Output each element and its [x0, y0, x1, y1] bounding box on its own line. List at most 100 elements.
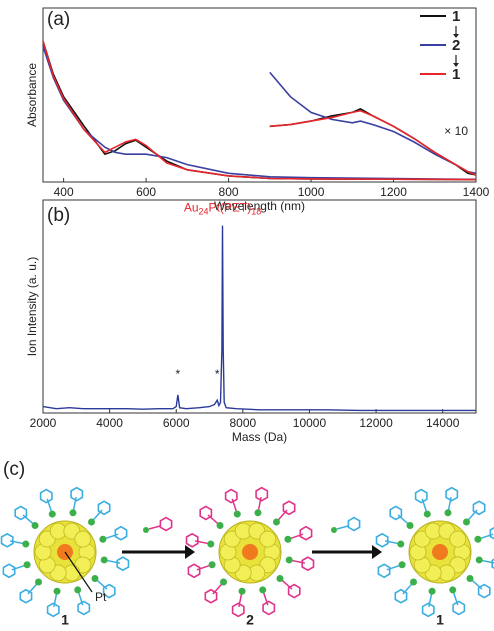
ligand-ring — [0, 532, 14, 548]
thiol-bond — [336, 525, 349, 530]
ligand-ring — [452, 600, 466, 616]
sulfur-atom — [220, 578, 228, 586]
ligand-ring — [116, 556, 130, 572]
sulfur-atom — [208, 561, 216, 569]
sulfur-atom — [406, 522, 414, 530]
cluster-label: 1 — [61, 612, 69, 628]
x-tick-label: 14000 — [426, 416, 460, 430]
sulfur-atom — [207, 540, 215, 548]
x-tick-label: 10000 — [293, 416, 327, 430]
ligand-ring — [491, 558, 494, 569]
panel-label: (a) — [47, 9, 70, 30]
pt-label: Pt — [95, 590, 107, 604]
reaction-arrowhead — [185, 545, 195, 559]
panel-label: (c) — [3, 459, 25, 480]
sulfur-atom — [276, 574, 284, 582]
y-axis-label: Absorbance — [25, 63, 39, 127]
sulfur-atom — [23, 561, 31, 569]
ligand-ring — [102, 583, 116, 599]
sulfur-atom — [423, 510, 431, 518]
sulfur-atom — [428, 587, 436, 595]
ligand-ring — [282, 500, 296, 516]
data-line — [42, 40, 477, 181]
sulfur-atom — [74, 586, 82, 594]
x-tick-label: 8000 — [229, 416, 256, 430]
sulfur-atom — [238, 587, 246, 595]
ligand-ring — [262, 600, 276, 616]
sulfur-atom — [410, 578, 418, 586]
sulfur-atom — [100, 556, 108, 564]
reaction-arrowhead — [372, 545, 382, 559]
ligand-ring — [394, 588, 408, 604]
plot-frame — [42, 199, 477, 414]
ligand-ring — [377, 563, 391, 579]
cluster-label: 2 — [246, 612, 254, 628]
ligand-ring — [255, 486, 269, 502]
ligand-ring — [204, 588, 218, 604]
peak-marker: * — [215, 367, 220, 381]
ligand-ring — [97, 500, 111, 516]
annotation-part: Au — [184, 201, 199, 215]
ligand-ring — [414, 488, 428, 504]
thiol-s — [331, 527, 337, 533]
gold-atom — [74, 530, 92, 548]
ligand-ring — [287, 583, 301, 599]
sulfur-atom — [48, 510, 56, 518]
x-tick-label: 12000 — [359, 416, 393, 430]
ligand-ring — [14, 505, 28, 521]
ligand-ring — [2, 563, 16, 579]
sulfur-atom — [397, 540, 405, 548]
ligand-ring — [224, 488, 238, 504]
sulfur-atom — [87, 518, 95, 526]
sulfur-atom — [444, 509, 452, 517]
ligand-ring — [375, 532, 389, 548]
ligand-ring — [472, 500, 486, 516]
ligand-ring — [159, 516, 173, 532]
ligand-ring — [389, 505, 403, 521]
sulfur-atom — [285, 556, 293, 564]
ligand-ring — [199, 505, 213, 521]
peak-annotation: Au24Pt(PET)18 — [184, 201, 261, 217]
data-line — [42, 46, 477, 181]
ligand-ring — [347, 516, 361, 532]
x-axis-label: Wavelength (nm) — [214, 199, 305, 213]
annotation-part: Pt(PET) — [209, 201, 252, 215]
annotation-part: 18 — [251, 207, 261, 217]
ligand-ring — [477, 583, 491, 599]
ligand-ring — [39, 488, 53, 504]
sulfur-atom — [259, 586, 267, 594]
sulfur-atom — [398, 561, 406, 569]
sulfur-atom — [31, 522, 39, 530]
x-tick-label: 2000 — [30, 416, 57, 430]
ligand-ring — [19, 588, 33, 604]
ligand-ring — [301, 556, 315, 572]
cluster-label: 1 — [436, 612, 444, 628]
x-tick-label: 600 — [136, 185, 156, 199]
peak-marker: * — [176, 367, 181, 381]
data-line — [42, 40, 477, 181]
legend-label: 1 — [452, 8, 460, 25]
inset-line — [269, 109, 477, 176]
x-axis-label: Mass (Da) — [232, 430, 287, 444]
x-tick-label: 1000 — [298, 185, 325, 199]
legend-label: 2 — [452, 37, 460, 54]
legend-arrowhead — [453, 34, 459, 38]
data-line — [42, 225, 476, 412]
sulfur-atom — [99, 535, 107, 543]
ligand-ring — [70, 486, 84, 502]
thiol-bond — [148, 525, 161, 530]
sulfur-atom — [216, 522, 224, 530]
sulfur-atom — [474, 535, 482, 543]
pt-atom — [432, 544, 448, 560]
legend-label: 1 — [452, 66, 460, 83]
panel-label: (b) — [47, 205, 70, 226]
thiol-s — [143, 527, 149, 533]
ligand-ring — [299, 525, 313, 541]
sulfur-atom — [254, 509, 262, 517]
x-tick-label: 4000 — [96, 416, 123, 430]
sulfur-atom — [35, 578, 43, 586]
x-tick-label: 400 — [54, 185, 74, 199]
sulfur-atom — [462, 518, 470, 526]
ligand-ring — [187, 563, 201, 579]
